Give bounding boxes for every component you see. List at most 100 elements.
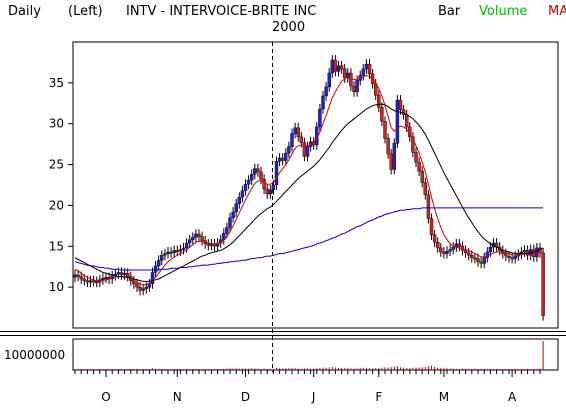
price-plot-frame — [72, 41, 559, 329]
candle-up — [392, 143, 396, 170]
ma-short-line — [74, 74, 544, 286]
candle-down — [442, 251, 446, 254]
y-tick-label: 30 — [49, 117, 64, 131]
candle-up — [141, 288, 145, 291]
candle-down — [432, 234, 437, 243]
candle-up — [355, 80, 359, 93]
candle-up — [160, 255, 164, 261]
candle-down — [94, 281, 99, 284]
candle-down — [457, 243, 462, 247]
candle-up — [144, 286, 149, 289]
y-tick-label: 35 — [49, 76, 64, 90]
moving-averages — [74, 74, 544, 286]
candle-up — [327, 72, 331, 88]
candles — [73, 55, 545, 321]
candle-down — [76, 274, 80, 277]
period-label: Daily — [8, 4, 41, 19]
y-tick-label: 15 — [49, 239, 64, 253]
candle-up — [305, 146, 310, 157]
y-tick-label: 20 — [49, 198, 64, 212]
candle-up — [277, 157, 282, 162]
candle-up — [513, 255, 517, 259]
candle-up — [116, 272, 121, 275]
candle-down — [429, 218, 434, 236]
candle-down — [296, 127, 300, 137]
candle-up — [166, 251, 170, 254]
candle-down — [299, 136, 303, 143]
candle-up — [184, 242, 189, 249]
candle-up — [156, 259, 161, 267]
candle-up — [364, 63, 369, 70]
candle-down — [197, 233, 201, 237]
candle-down — [138, 286, 142, 291]
candle-up — [234, 203, 238, 213]
candle-up — [293, 127, 297, 134]
candle-up — [274, 161, 279, 186]
candle-down — [169, 251, 173, 254]
candle-down — [262, 179, 266, 190]
volume-axis-label: 10000000 — [4, 348, 65, 362]
candle-down — [417, 161, 421, 172]
candle-up — [482, 257, 486, 264]
scale-label: (Left) — [68, 4, 103, 19]
candle-up — [194, 233, 198, 238]
candle-down — [265, 188, 269, 195]
candle-up — [522, 250, 527, 253]
ma-long-line — [74, 207, 544, 271]
candle-down — [135, 283, 139, 288]
candle-down — [507, 255, 511, 258]
candle-up — [361, 68, 365, 76]
candle-down — [398, 99, 403, 111]
candle-down — [349, 72, 353, 87]
candle-up — [181, 247, 186, 250]
candle-up — [104, 277, 108, 280]
candle-up — [253, 168, 257, 175]
candle-up — [448, 249, 452, 252]
candle-down — [479, 261, 483, 264]
candle-up — [73, 274, 77, 278]
candle-up — [318, 108, 322, 128]
candle-down — [302, 142, 307, 157]
candle-up — [147, 283, 152, 288]
candle-down — [420, 170, 424, 183]
volume-legend-label: Volume — [479, 4, 527, 19]
x-tick-label: O — [101, 390, 110, 404]
candle-down — [200, 236, 204, 241]
candle-up — [330, 59, 334, 74]
candle-down — [504, 253, 508, 257]
x-tick-label: M — [439, 390, 449, 404]
candle-down — [119, 272, 124, 276]
volume-plot-frame — [72, 338, 559, 371]
candle-up — [237, 197, 242, 204]
candle-up — [445, 250, 449, 254]
candle-up — [324, 86, 328, 97]
ma-legend-label: MA — [548, 4, 566, 19]
candle-up — [287, 146, 291, 154]
candle-down — [91, 280, 96, 283]
candle-down — [467, 252, 471, 256]
candle-up — [268, 189, 272, 195]
candle-down — [259, 171, 263, 180]
candle-down — [367, 63, 372, 75]
candle-up — [488, 246, 493, 253]
candle-down — [333, 59, 338, 72]
candle-down — [125, 273, 130, 277]
year-label: 2000 — [272, 20, 305, 35]
candle-up — [336, 65, 341, 72]
candle-down — [377, 94, 381, 108]
candle-up — [101, 277, 105, 280]
candle-down — [383, 121, 387, 139]
candle-down — [339, 65, 344, 70]
y-tick-label: 25 — [49, 158, 64, 172]
candle-up — [249, 174, 254, 181]
candle-down — [463, 250, 468, 254]
candle-down — [414, 152, 418, 163]
candle-up — [187, 239, 192, 244]
candle-down — [82, 278, 87, 281]
candle-up — [150, 272, 155, 285]
candle-up — [191, 237, 195, 240]
candle-down — [476, 258, 480, 263]
candle-down — [510, 257, 514, 260]
candle-down — [426, 194, 431, 219]
candle-down — [175, 250, 180, 253]
